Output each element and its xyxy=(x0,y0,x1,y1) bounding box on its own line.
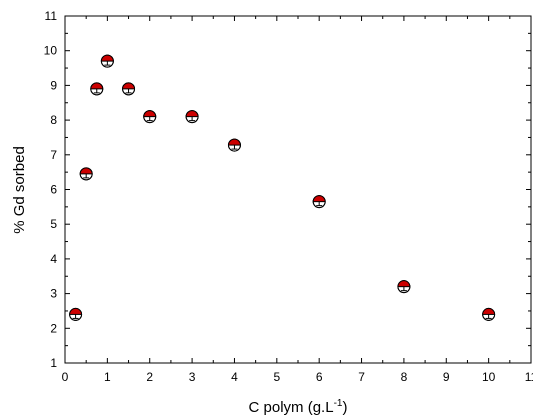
y-tick-label: 11 xyxy=(45,9,58,23)
y-tick-label: 2 xyxy=(50,321,57,335)
axis-ticks xyxy=(64,15,532,364)
data-point xyxy=(312,195,326,209)
data-point xyxy=(69,307,83,321)
x-axis-title-close: ) xyxy=(342,399,347,416)
tick-labels: 012345678910111234567891011 xyxy=(44,9,533,384)
data-point xyxy=(122,82,136,96)
y-tick-label: 8 xyxy=(50,113,57,127)
x-tick-label: 3 xyxy=(189,370,196,384)
data-point xyxy=(143,110,157,124)
data-point xyxy=(397,280,411,294)
x-tick-label: 4 xyxy=(231,370,238,384)
data-point xyxy=(227,138,241,152)
y-tick-label: 1 xyxy=(50,356,57,370)
x-tick-label: 1 xyxy=(104,370,111,384)
x-axis-title-main: C polym (g.L xyxy=(249,399,334,416)
data-point xyxy=(90,82,104,96)
x-tick-label: 5 xyxy=(273,370,280,384)
y-tick-label: 6 xyxy=(50,183,57,197)
data-points xyxy=(69,54,496,321)
x-tick-label: 10 xyxy=(482,370,496,384)
data-point xyxy=(185,110,199,124)
data-point xyxy=(100,54,114,68)
x-axis-title-superscript: -1 xyxy=(334,398,343,409)
y-tick-label: 5 xyxy=(50,217,57,231)
y-tick-label: 9 xyxy=(50,78,57,92)
data-point xyxy=(482,307,496,321)
y-axis-title: % Gd sorbed xyxy=(11,146,28,234)
x-tick-label: 0 xyxy=(62,370,69,384)
y-tick-label: 4 xyxy=(50,252,57,266)
plot-frame xyxy=(64,15,532,364)
x-tick-label: 7 xyxy=(358,370,365,384)
x-tick-label: 9 xyxy=(443,370,450,384)
x-axis-title: C polym (g.L-1) xyxy=(249,398,348,416)
x-tick-label: 6 xyxy=(316,370,323,384)
y-tick-label: 7 xyxy=(50,148,57,162)
x-tick-label: 8 xyxy=(401,370,408,384)
x-tick-label: 11 xyxy=(525,370,533,384)
x-tick-label: 2 xyxy=(146,370,153,384)
data-point xyxy=(79,167,93,181)
y-tick-label: 10 xyxy=(44,44,58,58)
y-tick-label: 3 xyxy=(50,287,57,301)
